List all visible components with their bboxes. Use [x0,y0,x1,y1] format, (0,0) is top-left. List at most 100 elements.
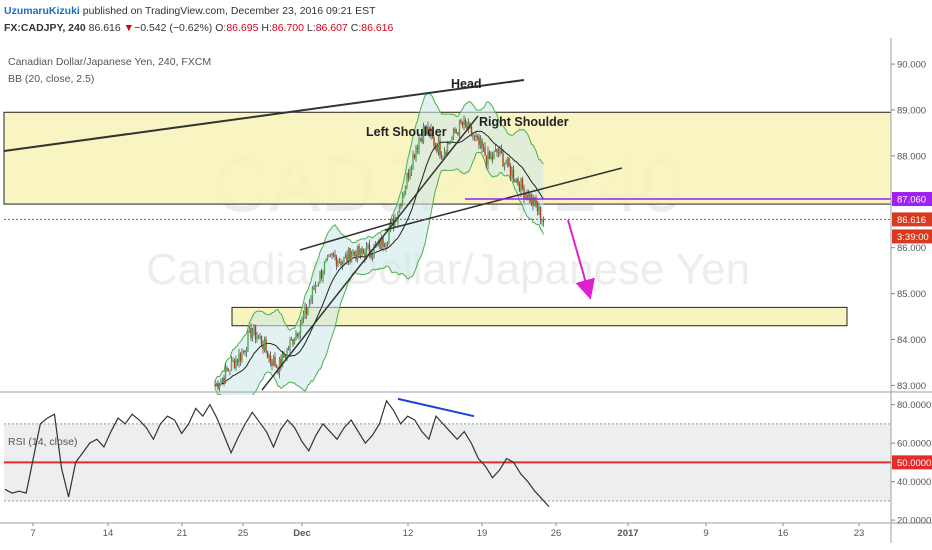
candle-body [407,172,410,179]
candle-body [482,147,485,149]
candle-body [416,147,419,150]
candle-body [253,325,255,333]
candle-body [284,357,287,359]
candle-body [275,365,278,368]
candle-body [307,307,309,315]
candle-body [409,172,411,179]
candle-body [440,154,443,157]
time-axis-label: 9 [703,528,708,539]
candle-body [337,261,339,266]
time-axis-label: 12 [403,528,414,539]
rsi-divergence-line [397,397,475,418]
candle-body [430,128,432,135]
candle-body [464,119,467,126]
bb-lower-line [214,151,544,403]
candle-body [362,252,365,254]
rsi-pane[interactable] [4,395,891,522]
candle-body [221,377,224,381]
candle-body [281,353,284,367]
candle-body [272,357,275,366]
candle-body [332,254,335,256]
candle-body [244,350,246,352]
last-price-label: 86.616 [897,215,926,226]
candle-body [455,132,458,134]
symbol-label: FX:CADJPY, 240 [4,22,86,34]
candle-body [215,382,218,386]
candle-body [538,206,540,212]
candle-body [343,257,345,264]
candle-body [269,355,272,362]
candle-body [383,246,386,247]
candle-body [431,134,434,138]
candle-body [368,244,371,255]
candle-body [263,339,266,350]
candle-body [470,126,473,136]
bar-countdown-marker [892,229,932,244]
publish-info: published on TradingView.com, December 2… [82,5,376,17]
price-pane[interactable]: CADJPY, 240Canadian Dollar/Japanese Yen [3,48,892,403]
rsi-line [4,399,550,508]
candle-body [340,262,342,266]
rsi-mid-marker [892,455,932,470]
time-axis-label: 2017 [617,528,638,539]
candle-body [361,248,363,253]
candle-body [478,136,480,146]
candle-body [403,192,405,196]
candle-body [460,120,462,122]
author-link[interactable]: UzumaruKizuki [4,5,80,17]
candle-body [283,353,285,358]
candle-body [236,359,239,363]
candle-body [230,360,233,371]
candle-body [413,154,416,158]
candle-body [271,361,273,366]
candle-body [314,285,317,290]
candle-body [452,129,455,138]
left-shoulder-annotation: Left Shoulder [366,125,447,139]
candle-body [286,349,288,358]
close-label: C: [350,22,362,34]
high-value: 86.700 [271,22,304,34]
candle-body [329,254,332,256]
candle-body [499,148,501,154]
chart-canvas[interactable]: CADJPY, 240Canadian Dollar/Japanese Yen … [0,38,932,550]
price-axis-label: 86.000 [897,243,926,254]
candle-body [484,147,486,156]
projection-arrow [567,219,595,300]
high-label: H: [261,22,272,34]
candle-body [341,263,344,266]
candle-body [268,355,270,358]
rsi-legend[interactable]: RSI (14, close) [8,436,78,448]
candle-body [494,149,497,152]
candle-body [356,245,359,260]
bb-basis-line [214,130,544,387]
candle-body [472,135,474,137]
axes-layer: 83.00084.00085.00086.00087.00088.00089.0… [0,38,932,543]
support-zone [231,306,848,327]
right-shoulder-annotation: Right Shoulder [479,115,569,129]
head-trendline [3,79,525,152]
bb-upper-line [214,92,544,383]
candle-body [355,253,357,260]
candle-body [350,254,353,263]
candle-body [490,155,492,159]
time-axis-label: 7 [30,528,35,539]
candle-body [259,336,261,337]
candle-body [481,140,483,149]
candle-body [518,184,521,192]
last-price-marker [892,212,932,227]
candle-body [524,194,527,199]
candle-body [511,169,513,176]
candle-body [251,332,254,338]
time-axis-label: 26 [551,528,562,539]
level-price-marker [892,192,932,207]
candle-body [322,272,324,279]
candle-body [305,307,308,315]
bb-legend[interactable]: BB (20, close, 2.5) [8,73,95,85]
candle-body [515,178,518,182]
candle-body [217,382,219,389]
candle-body [299,324,302,334]
candle-body [313,287,315,290]
candle-body [373,244,375,255]
open-value: 86.695 [226,22,259,34]
candle-body [328,254,330,256]
